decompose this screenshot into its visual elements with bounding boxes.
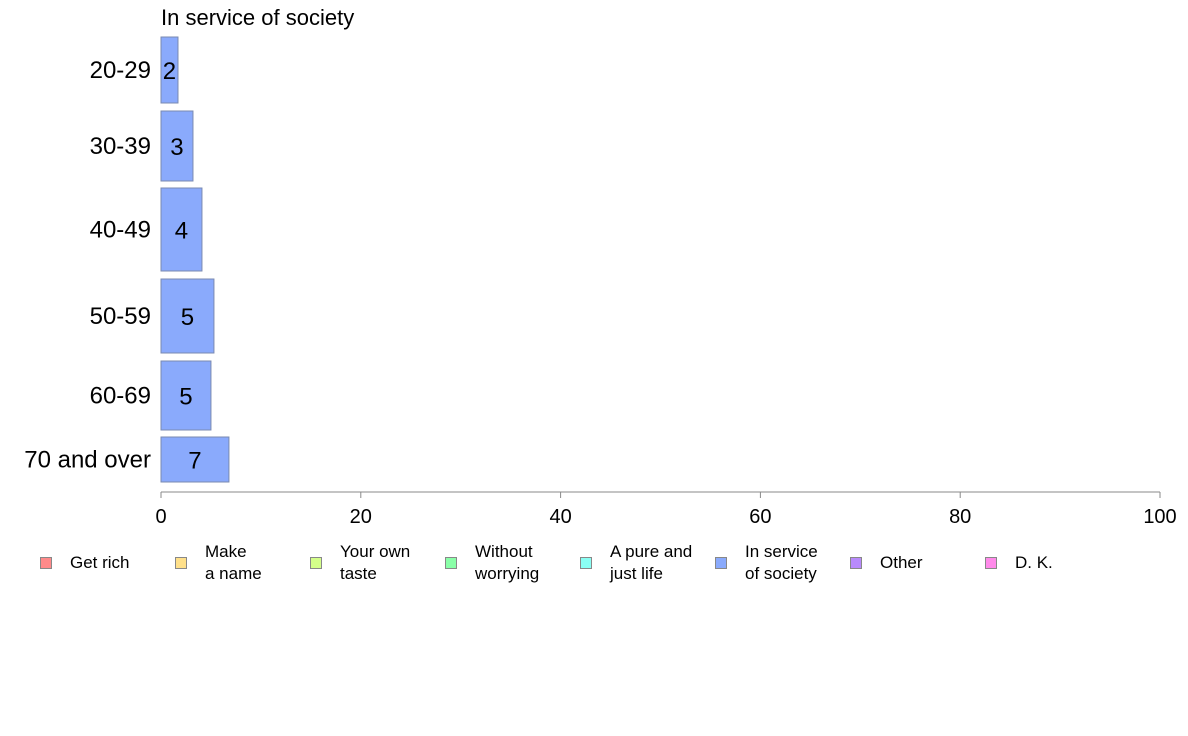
value-label: 5 — [181, 304, 194, 331]
x-tick-label: 80 — [949, 506, 971, 528]
category-label: 60-69 — [90, 383, 151, 410]
legend-swatch — [850, 557, 862, 569]
value-label: 2 — [163, 58, 176, 85]
bar-40-49 — [160, 187, 203, 272]
category-label: 40-49 — [90, 217, 151, 244]
bar-chart: In service of society 20-29 2 30-39 3 40-49 4… — [24, 5, 1177, 528]
legend-swatch — [445, 557, 457, 569]
legend-label: In service of society — [745, 542, 818, 583]
legend-swatch — [580, 557, 592, 569]
legend-item: Your own taste — [310, 538, 410, 588]
legend-label: D. K. — [1015, 553, 1053, 572]
legend-swatch — [310, 557, 322, 569]
legend-swatch — [985, 557, 997, 569]
x-tick-label: 60 — [749, 506, 771, 528]
value-label: 7 — [188, 448, 201, 475]
legend-label: Make a name — [205, 542, 262, 583]
legend-item: In service of society — [715, 538, 818, 588]
category-label: 50-59 — [90, 303, 151, 330]
bar-70-and-over — [160, 436, 230, 483]
legend-label: Without worrying — [475, 542, 540, 583]
value-label: 4 — [175, 218, 188, 245]
legend-item: Without worrying — [445, 538, 539, 588]
value-label: 5 — [179, 384, 192, 411]
legend-swatch — [715, 557, 727, 569]
legend-label: A pure and just life — [610, 542, 693, 583]
chart-title: In service of society — [161, 5, 354, 30]
legend-label: Get rich — [70, 553, 130, 572]
bar-50-59 — [160, 278, 215, 354]
bar-60-69 — [160, 360, 212, 431]
value-label: 3 — [170, 134, 183, 161]
bars-group: 20-29 2 30-39 3 40-49 4 50-59 5 60-69 5 70 and ove… — [24, 36, 230, 483]
legend-swatch — [175, 557, 187, 569]
legend-item: Get rich — [40, 538, 130, 588]
legend-item: A pure and just life — [580, 538, 692, 588]
bar-30-39 — [160, 110, 194, 182]
x-tick-label: 0 — [155, 506, 166, 528]
x-tick-label: 20 — [350, 506, 372, 528]
x-tick-label: 40 — [549, 506, 571, 528]
x-axis: 0 20 40 60 80 100 — [155, 491, 1177, 528]
legend-label: Your own taste — [340, 542, 411, 583]
legend-label: Other — [880, 553, 923, 572]
x-tick-label: 100 — [1143, 506, 1176, 528]
category-label: 20-29 — [90, 57, 151, 84]
legend-swatch — [40, 557, 52, 569]
legend: Get rich Make a name Your own taste Without… — [0, 538, 1188, 598]
legend-item: Make a name — [175, 538, 262, 588]
category-label: 30-39 — [90, 133, 151, 160]
category-label: 70 and over — [24, 447, 151, 474]
legend-item: D. K. — [985, 538, 1053, 588]
bar-20-29 — [160, 36, 179, 104]
legend-item: Other — [850, 538, 923, 588]
